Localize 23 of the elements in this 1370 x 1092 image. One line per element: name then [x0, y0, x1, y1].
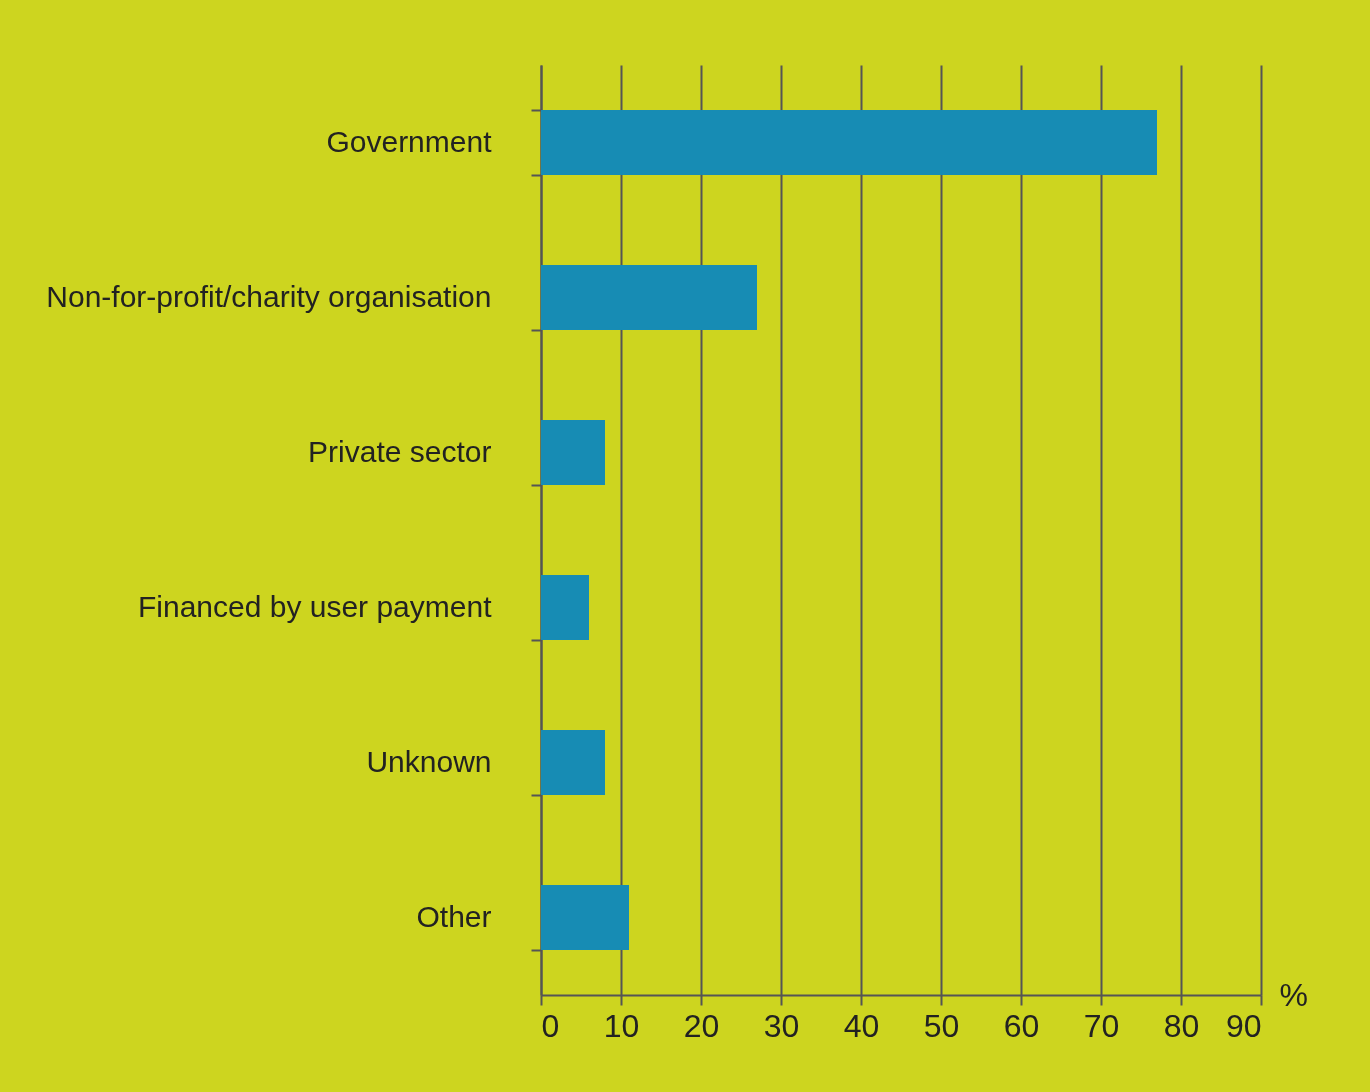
y-tick-label: Government	[326, 125, 493, 158]
y-tick-label: Private sector	[308, 435, 492, 468]
x-tick-label: 30	[763, 1007, 800, 1044]
x-tick-label: 10	[603, 1007, 640, 1044]
y-tick-label: Financed by user payment	[137, 590, 493, 623]
x-tick-label: 20	[683, 1007, 720, 1044]
bar	[541, 419, 605, 486]
y-tick-label: Non-for-profit/charity organisation	[46, 280, 492, 313]
x-tick-label: 60	[1003, 1007, 1040, 1044]
bar	[541, 574, 589, 641]
x-tick-label: 0	[541, 1007, 560, 1044]
x-axis-title: %	[1279, 976, 1308, 1013]
y-tick-label: Other	[416, 900, 492, 933]
bar	[541, 264, 757, 331]
x-tick-label: 80	[1163, 1007, 1200, 1044]
bar	[541, 884, 629, 951]
x-tick-label: 90	[1225, 1007, 1262, 1044]
y-tick-label: Unknown	[366, 745, 492, 778]
bar	[541, 109, 1157, 176]
x-tick-label: 40	[843, 1007, 880, 1044]
bar	[541, 729, 605, 796]
x-tick-label: 70	[1083, 1007, 1120, 1044]
x-tick-label: 50	[923, 1007, 960, 1044]
